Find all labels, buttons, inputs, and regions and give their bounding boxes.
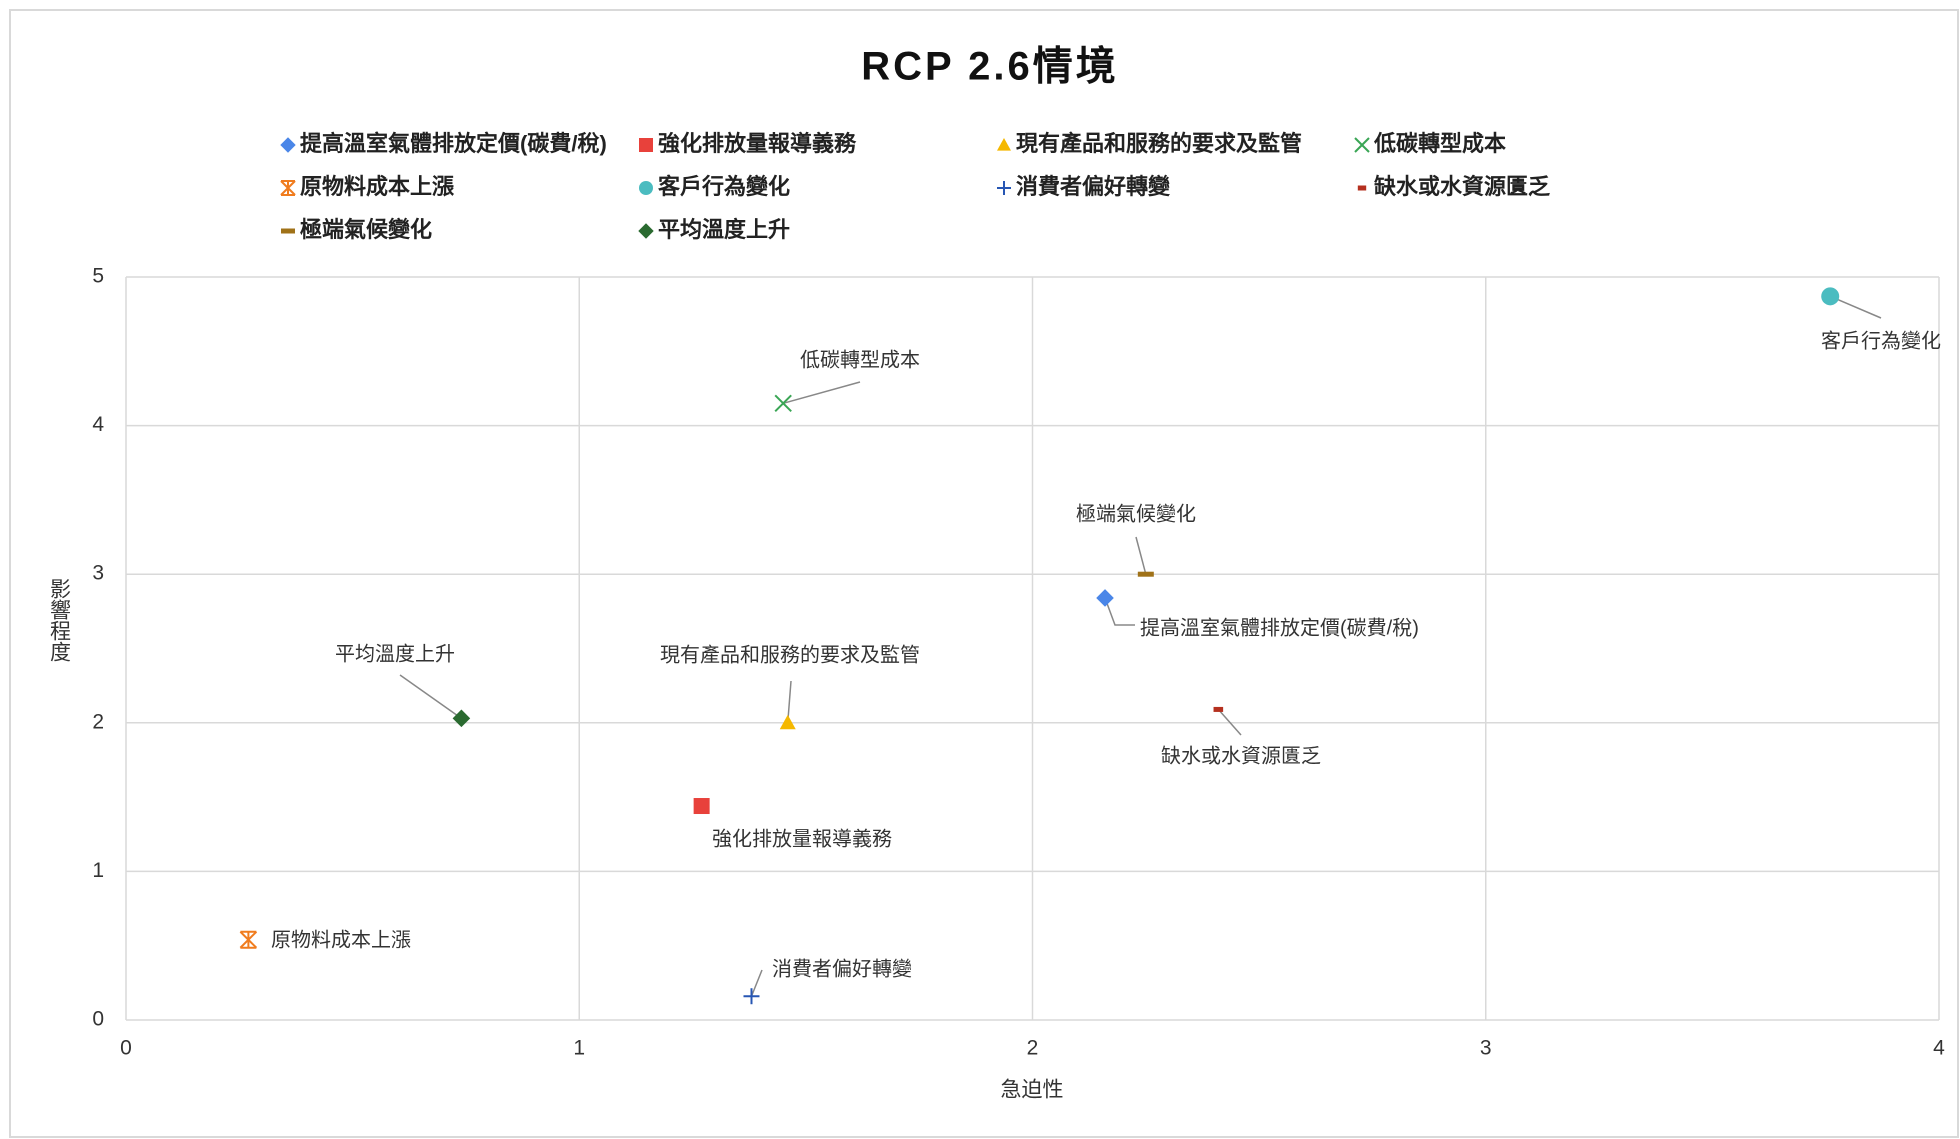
point-part bbox=[1213, 706, 1224, 712]
leader-line bbox=[399, 674, 462, 719]
legend-marker-part bbox=[281, 228, 295, 234]
point-part bbox=[1821, 287, 1840, 306]
y-axis-title: 影響程度 bbox=[48, 578, 72, 662]
data-label: 原物料成本上漲 bbox=[271, 928, 411, 951]
data-label: 強化排放量報導義務 bbox=[712, 827, 892, 850]
legend-marker bbox=[997, 138, 1011, 151]
legend-marker bbox=[1354, 137, 1370, 153]
legend-marker-part bbox=[638, 223, 654, 239]
leader-line bbox=[1135, 536, 1147, 575]
x-tick-label: 2 bbox=[1027, 1037, 1039, 1060]
legend-marker-part bbox=[639, 138, 653, 152]
y-tick-label: 3 bbox=[92, 562, 104, 585]
y-tick-label: 0 bbox=[92, 1008, 104, 1031]
point bbox=[774, 394, 792, 413]
legend-label: 低碳轉型成本 bbox=[1373, 131, 1506, 156]
point bbox=[1213, 706, 1224, 712]
x-tick-label: 1 bbox=[573, 1037, 585, 1060]
x-tick-label: 0 bbox=[120, 1037, 132, 1060]
legend-marker-part bbox=[997, 138, 1011, 151]
leader-line bbox=[783, 381, 861, 405]
point-part bbox=[452, 709, 471, 728]
legend-label: 客戶行為變化 bbox=[658, 174, 790, 199]
point-part bbox=[693, 798, 710, 815]
point bbox=[693, 798, 710, 815]
x-axis-title: 急迫性 bbox=[1001, 1079, 1064, 1102]
legend-marker bbox=[997, 181, 1011, 195]
point bbox=[779, 714, 796, 730]
x-tick-label: 3 bbox=[1480, 1037, 1492, 1060]
data-label: 低碳轉型成本 bbox=[800, 348, 920, 371]
legend-label: 原物料成本上漲 bbox=[300, 174, 455, 199]
leader-line bbox=[750, 969, 763, 997]
data-label: 極端氣候變化 bbox=[1076, 502, 1196, 525]
legend-marker bbox=[1357, 185, 1367, 191]
y-tick-label: 2 bbox=[92, 710, 104, 733]
legend-label: 提高溫室氣體排放定價(碳費/稅) bbox=[300, 131, 607, 156]
point-part bbox=[774, 394, 792, 413]
point-part bbox=[779, 714, 796, 730]
data-label: 平均溫度上升 bbox=[335, 642, 455, 665]
legend-marker bbox=[639, 181, 653, 195]
legend-label: 平均溫度上升 bbox=[658, 217, 790, 242]
y-tick-label: 1 bbox=[92, 859, 104, 882]
x-tick-label: 4 bbox=[1933, 1037, 1945, 1060]
legend-marker-part bbox=[280, 137, 296, 153]
point bbox=[239, 930, 258, 949]
data-label: 提高溫室氣體排放定價(碳費/稅) bbox=[1140, 616, 1419, 639]
chart-title: RCP 2.6情境 bbox=[861, 45, 1118, 89]
data-label: 消費者偏好轉變 bbox=[772, 957, 912, 980]
legend-label: 現有產品和服務的要求及監管 bbox=[1016, 131, 1302, 156]
legend-marker bbox=[638, 223, 654, 239]
point bbox=[1137, 571, 1154, 577]
point bbox=[743, 988, 760, 1005]
point bbox=[1096, 589, 1114, 607]
point-part bbox=[1137, 571, 1154, 577]
leader-line bbox=[1829, 295, 1882, 319]
y-tick-label: 4 bbox=[92, 413, 104, 436]
data-label: 客戶行為變化 bbox=[1821, 329, 1941, 352]
legend-marker-part bbox=[639, 181, 653, 195]
legend-label: 強化排放量報導義務 bbox=[658, 131, 857, 156]
legend-marker bbox=[280, 137, 296, 153]
legend-marker bbox=[639, 138, 653, 152]
point bbox=[452, 709, 471, 728]
point bbox=[1821, 287, 1840, 306]
legend-label: 極端氣候變化 bbox=[300, 217, 432, 242]
leader-line bbox=[1104, 597, 1135, 626]
legend-marker-part bbox=[1354, 137, 1370, 153]
legend-marker bbox=[280, 180, 296, 196]
legend-label: 缺水或水資源匱乏 bbox=[1374, 174, 1550, 199]
data-label: 現有產品和服務的要求及監管 bbox=[660, 643, 920, 666]
y-tick-label: 5 bbox=[92, 265, 104, 288]
legend-label: 消費者偏好轉變 bbox=[1016, 174, 1171, 199]
legend-marker bbox=[281, 228, 295, 234]
point-part bbox=[1096, 589, 1114, 607]
leader-line bbox=[1217, 708, 1242, 736]
legend-marker-part bbox=[1357, 185, 1367, 191]
data-label: 缺水或水資源匱乏 bbox=[1161, 744, 1321, 767]
